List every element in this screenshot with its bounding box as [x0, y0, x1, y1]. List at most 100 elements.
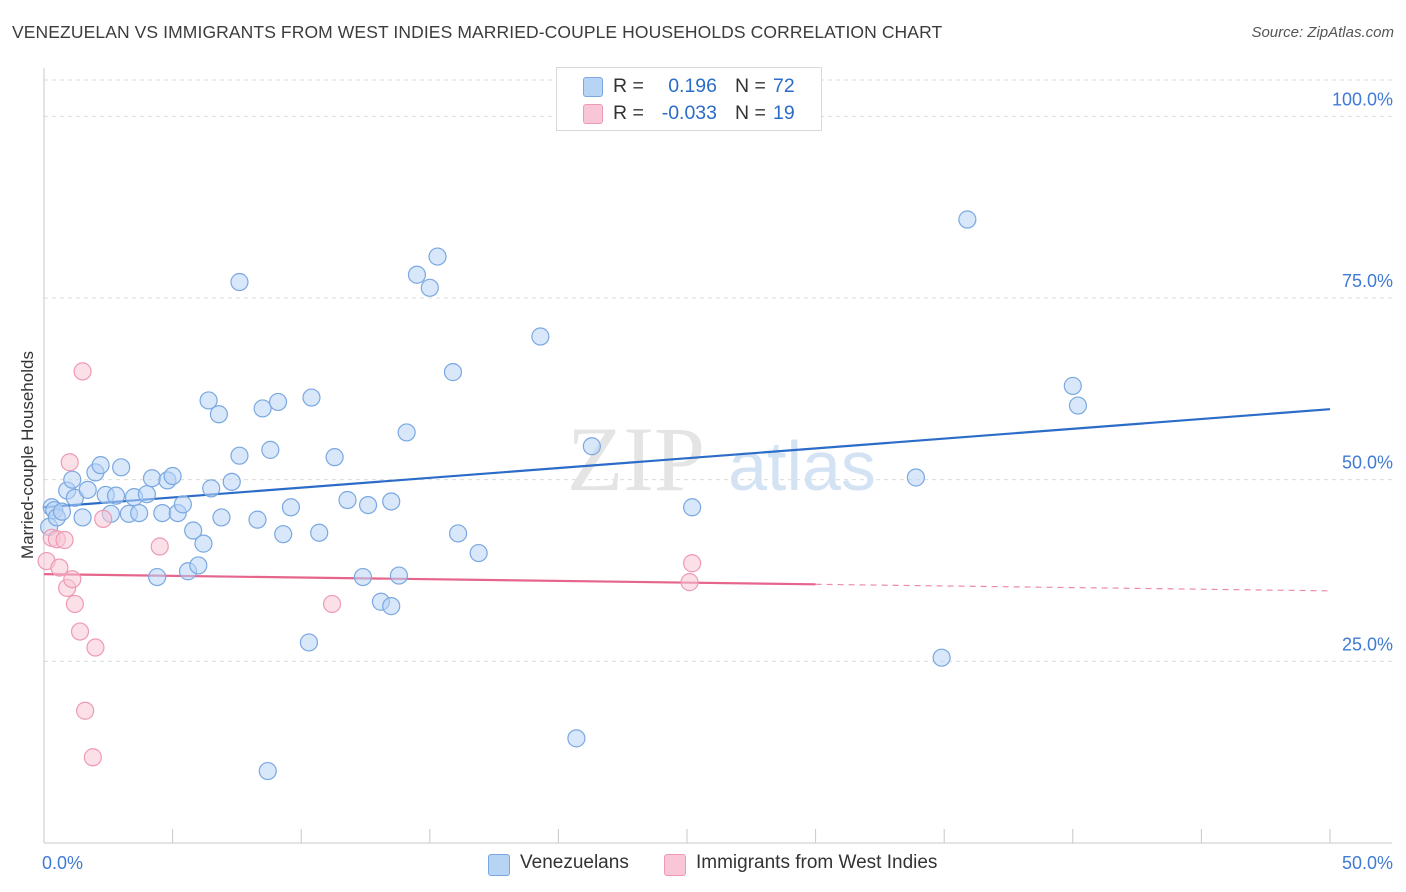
- point-west-indies: [63, 570, 82, 589]
- legend-n-label: N =: [735, 102, 766, 124]
- point-venezuelans: [148, 567, 167, 587]
- point-west-indies: [70, 622, 90, 641]
- point-venezuelans: [194, 534, 213, 553]
- legend-r-value: 0.196: [668, 75, 717, 97]
- point-venezuelans: [310, 523, 329, 542]
- point-west-indies: [680, 573, 699, 592]
- point-venezuelans: [958, 210, 977, 229]
- point-venezuelans: [78, 480, 97, 499]
- chart-title: VENEZUELAN VS IMMIGRANTS FROM WEST INDIE…: [12, 22, 943, 42]
- point-west-indies: [60, 453, 79, 472]
- point-venezuelans: [153, 503, 172, 523]
- legend-label-west-indies: Immigrants from West Indies: [696, 852, 938, 873]
- legend-r-value: -0.033: [661, 102, 717, 124]
- point-west-indies: [150, 537, 169, 556]
- series-legend: Venezuelans Immigrants from West Indies: [0, 852, 1406, 878]
- watermark: ZIP atlas: [567, 408, 876, 510]
- point-venezuelans: [906, 468, 926, 487]
- point-venezuelans: [65, 488, 84, 507]
- point-venezuelans: [202, 479, 221, 498]
- point-west-indies: [94, 509, 113, 529]
- point-venezuelans: [112, 458, 131, 477]
- point-venezuelans: [389, 566, 409, 585]
- legend-label-venezuelans: Venezuelans: [520, 852, 629, 873]
- tick-labels-layer: 25.0% 50.0% 75.0% 100.0% 0.0% 50.0%: [42, 89, 1393, 873]
- legend-r-label: R =: [613, 75, 644, 97]
- point-venezuelans: [397, 423, 416, 442]
- y-tick-label: 75.0%: [1342, 271, 1393, 291]
- point-venezuelans: [163, 466, 182, 486]
- point-venezuelans: [137, 485, 156, 504]
- points-layer: [37, 210, 1088, 781]
- point-venezuelans: [222, 472, 241, 491]
- point-venezuelans: [212, 508, 231, 527]
- point-venezuelans: [184, 521, 203, 540]
- x-tick-label-min: 0.0%: [42, 853, 83, 873]
- point-venezuelans: [428, 247, 447, 266]
- legend-n-value: 72: [773, 75, 795, 97]
- y-tick-label: 100.0%: [1332, 89, 1393, 109]
- point-west-indies: [73, 362, 92, 381]
- point-venezuelans: [253, 399, 272, 418]
- legend-swatch-venezuelans: [488, 854, 510, 876]
- point-venezuelans: [130, 503, 149, 523]
- point-west-indies: [55, 530, 74, 550]
- point-west-indies: [683, 554, 702, 573]
- legend-swatch-west-indies: [664, 854, 686, 876]
- x-tick-label-max: 50.0%: [1342, 853, 1393, 873]
- point-venezuelans: [199, 391, 218, 410]
- point-venezuelans: [469, 543, 488, 563]
- point-venezuelans: [353, 567, 373, 587]
- point-venezuelans: [209, 405, 228, 424]
- point-venezuelans: [448, 524, 468, 543]
- point-venezuelans: [274, 525, 293, 544]
- point-venezuelans: [338, 490, 357, 510]
- point-venezuelans: [281, 498, 301, 517]
- legend-swatch-venezuelans: [583, 77, 603, 97]
- y-tick-label: 50.0%: [1342, 453, 1393, 473]
- point-venezuelans: [230, 446, 249, 465]
- point-venezuelans: [52, 502, 72, 521]
- point-venezuelans: [302, 388, 321, 407]
- point-venezuelans: [407, 265, 427, 284]
- legend-row-west-indies: R = -0.033 N = 19: [557, 100, 821, 128]
- legend-r-label: R =: [613, 102, 644, 124]
- y-axis-label: Married-couple Households: [18, 351, 37, 559]
- point-venezuelans: [382, 597, 401, 616]
- point-venezuelans: [443, 363, 463, 382]
- point-venezuelans: [358, 496, 378, 515]
- point-venezuelans: [567, 729, 586, 748]
- point-venezuelans: [73, 508, 92, 527]
- point-venezuelans: [299, 633, 319, 652]
- legend-swatch-west-indies: [583, 104, 603, 124]
- legend-n-value: 19: [773, 102, 795, 124]
- watermark-atlas: atlas: [728, 427, 876, 505]
- correlation-legend: R = 0.196 N = 72 R = -0.033 N = 19: [556, 67, 822, 131]
- trendline-venezuelans: [43, 408, 1331, 509]
- point-venezuelans: [420, 278, 439, 297]
- point-venezuelans: [258, 761, 277, 781]
- point-venezuelans: [63, 470, 82, 489]
- point-west-indies: [76, 701, 95, 720]
- point-venezuelans: [683, 498, 702, 517]
- point-west-indies: [86, 638, 105, 657]
- y-tick-label: 25.0%: [1342, 634, 1393, 654]
- source-credit: Source: ZipAtlas.com: [1251, 24, 1394, 41]
- point-venezuelans: [325, 448, 344, 467]
- point-west-indies: [65, 594, 84, 614]
- point-west-indies: [322, 594, 342, 614]
- point-west-indies: [50, 558, 69, 577]
- point-venezuelans: [189, 556, 208, 575]
- point-venezuelans: [382, 492, 401, 511]
- point-venezuelans: [582, 437, 601, 456]
- point-venezuelans: [173, 495, 192, 514]
- point-venezuelans: [261, 440, 280, 459]
- legend-n-label: N =: [735, 75, 766, 97]
- grid-layer: [44, 79, 1392, 662]
- point-venezuelans: [1063, 376, 1082, 396]
- legend-row-venezuelans: R = 0.196 N = 72: [557, 73, 821, 101]
- point-venezuelans: [268, 392, 288, 412]
- point-venezuelans: [932, 648, 951, 667]
- trendline-west-indies-extrapolated: [815, 583, 1331, 592]
